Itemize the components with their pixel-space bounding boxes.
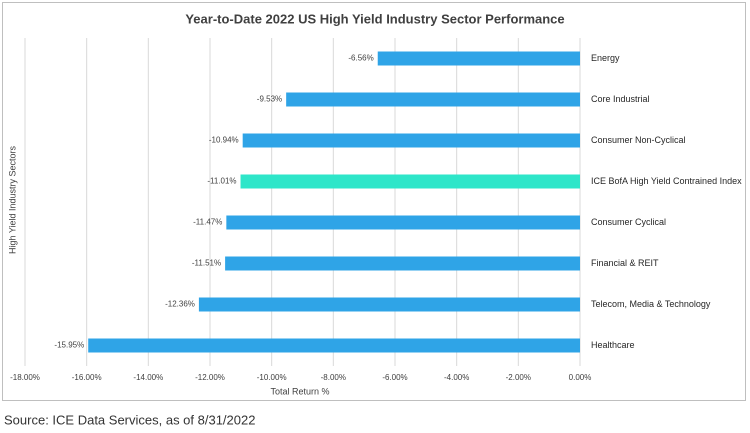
- value-label: -12.36%: [165, 300, 195, 309]
- bar: [242, 133, 580, 148]
- x-tick-label: -12.00%: [195, 373, 225, 382]
- x-tick-label: -14.00%: [133, 373, 163, 382]
- value-label: -9.53%: [257, 95, 282, 104]
- y-axis-title: High Yield Industry Sectors: [7, 145, 17, 254]
- y-tick-label: Energy: [591, 53, 620, 63]
- bar: [225, 256, 580, 271]
- value-label: -11.01%: [207, 177, 236, 186]
- y-tick-label: Consumer Non-Cyclical: [591, 135, 686, 145]
- chart-border: [2, 2, 746, 401]
- y-tick-label: Financial & REIT: [591, 258, 659, 268]
- x-tick-label: 0.00%: [569, 373, 592, 382]
- bar: [226, 215, 580, 230]
- x-tick-label: -10.00%: [257, 373, 287, 382]
- value-label: -6.56%: [348, 54, 373, 63]
- x-tick-label: -16.00%: [72, 373, 102, 382]
- chart-title: Year-to-Date 2022 US High Yield Industry…: [185, 11, 564, 26]
- y-tick-label: ICE BofA High Yield Contrained Index: [591, 176, 742, 186]
- y-tick-label: Consumer Cyclical: [591, 217, 666, 227]
- x-tick-label: -2.00%: [506, 373, 531, 382]
- value-label: -10.94%: [209, 136, 239, 145]
- bar: [240, 174, 580, 189]
- value-label: -11.51%: [192, 259, 221, 268]
- y-tick-label: Healthcare: [591, 340, 635, 350]
- y-tick-label: Core Industrial: [591, 94, 650, 104]
- bar: [286, 92, 580, 107]
- value-label: -11.47%: [193, 218, 222, 227]
- x-axis-title: Total Return %: [270, 386, 329, 396]
- source-note: Source: ICE Data Services, as of 8/31/20…: [4, 412, 255, 427]
- value-label: -15.95%: [54, 341, 84, 350]
- y-tick-label: Telecom, Media & Technology: [591, 299, 711, 309]
- x-tick-label: -4.00%: [444, 373, 469, 382]
- x-tick-label: -18.00%: [10, 373, 40, 382]
- bar: [377, 51, 580, 66]
- bar: [198, 297, 580, 312]
- bar: [88, 338, 580, 353]
- x-tick-label: -6.00%: [382, 373, 407, 382]
- x-tick-label: -8.00%: [321, 373, 346, 382]
